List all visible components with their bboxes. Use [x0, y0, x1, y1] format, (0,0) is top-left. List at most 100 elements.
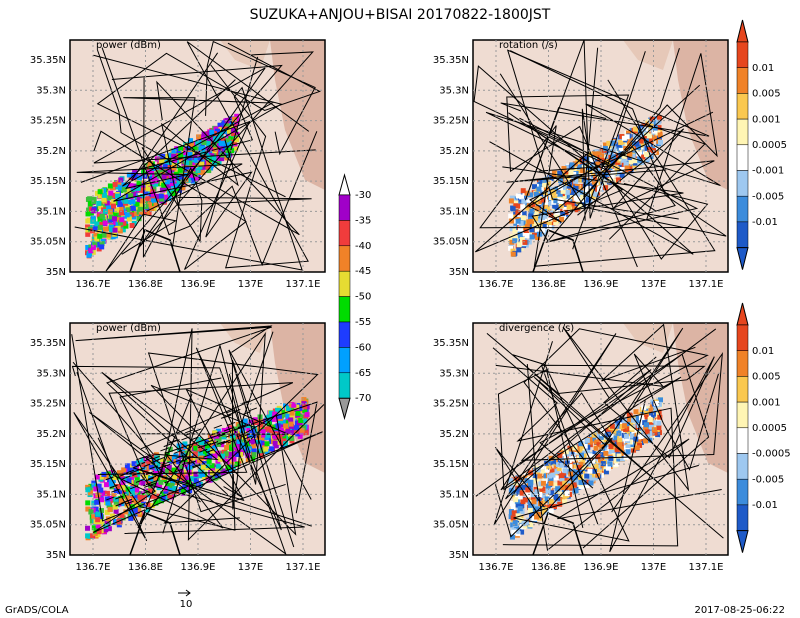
echo-cell	[552, 170, 558, 176]
echo-cell	[592, 151, 598, 157]
echo-cell	[219, 442, 225, 448]
echo-cell	[607, 461, 613, 467]
echo-cell	[565, 164, 571, 170]
colorbar-cell	[736, 93, 749, 120]
echo-cell	[297, 405, 303, 411]
echo-cell	[536, 210, 542, 216]
colorbar-label: -65	[355, 368, 371, 379]
coastline	[129, 229, 181, 272]
echo-cell	[180, 185, 186, 191]
echo-cell	[581, 453, 587, 459]
colorbar-label: -0.01	[752, 217, 778, 228]
echo-cell	[119, 498, 125, 504]
echo-cell	[118, 206, 124, 212]
echo-cell	[614, 153, 620, 159]
echo-cell	[548, 480, 554, 486]
colorbar-label: -45	[355, 266, 371, 277]
echo-cell	[526, 219, 532, 225]
echo-cell	[91, 500, 97, 506]
echo-cell	[548, 477, 554, 483]
boundary-line	[76, 371, 318, 529]
echo-cell	[613, 458, 619, 464]
echo-cell	[522, 487, 528, 493]
echo-cell	[85, 211, 91, 217]
echo-cell	[92, 242, 98, 248]
echo-cell	[268, 410, 274, 416]
echo-cell	[605, 427, 611, 433]
wind-vector	[136, 467, 146, 472]
echo-cell	[631, 158, 637, 164]
echo-cell	[643, 414, 649, 420]
echo-cell	[126, 199, 132, 205]
echo-cell	[240, 442, 246, 448]
echo-cell	[558, 456, 564, 462]
echo-cell	[120, 485, 126, 491]
echo-cell	[608, 154, 614, 160]
wind-vector	[172, 459, 181, 464]
echo-cell	[564, 189, 570, 195]
echo-cell	[170, 479, 176, 485]
echo-cell	[521, 484, 527, 490]
echo-cell	[516, 515, 522, 521]
echo-cell	[652, 406, 658, 412]
echo-cell	[587, 474, 593, 480]
echo-cell	[534, 506, 540, 512]
echo-cell	[192, 155, 198, 161]
echo-cell	[193, 157, 199, 163]
lat-label: 35.3N	[439, 85, 469, 96]
echo-cell	[93, 506, 99, 512]
echo-cell	[95, 511, 101, 517]
echo-cell	[112, 475, 118, 481]
echo-cell	[191, 442, 197, 448]
echo-cell	[605, 435, 611, 441]
colorbar-triangle	[338, 397, 351, 421]
echo-cell	[115, 180, 121, 186]
lon-label: 136.8E	[531, 279, 566, 290]
echo-cell	[559, 473, 565, 479]
echo-cell	[91, 199, 97, 205]
echo-cell	[559, 462, 565, 468]
echo-cell	[130, 205, 136, 211]
echo-cell	[101, 232, 107, 238]
boundary-line	[494, 437, 613, 538]
colorbar-cell	[736, 376, 749, 403]
echo-cell	[112, 220, 118, 226]
echo-cell	[301, 401, 307, 407]
boundary-line	[75, 325, 273, 496]
echo-cell	[221, 427, 227, 433]
echo-cell	[145, 186, 151, 192]
echo-cell	[199, 471, 205, 477]
echo-cell	[563, 203, 569, 209]
echo-cell	[546, 464, 552, 470]
map-panel: 35.35N 35.3N 35.25N 35.2N 35.15N 35.1N 35.05N 3…	[433, 322, 729, 573]
echo-cell	[231, 456, 237, 462]
echo-cell	[654, 149, 660, 155]
echo-cell	[519, 509, 525, 515]
echo-cell	[516, 247, 522, 253]
echo-cell	[529, 227, 535, 233]
echo-cell	[248, 419, 254, 425]
echo-cell	[521, 198, 527, 204]
echo-cell	[579, 443, 585, 449]
echo-cell	[520, 204, 526, 210]
wind-vector	[204, 439, 213, 444]
echo-cell	[620, 456, 626, 462]
echo-cell	[130, 199, 136, 205]
echo-cell	[108, 227, 114, 233]
echo-cell	[515, 476, 521, 482]
echo-cell	[164, 495, 170, 501]
echo-cell	[547, 216, 553, 222]
lon-label: 136.7E	[76, 279, 111, 290]
echo-cell	[551, 459, 557, 465]
echo-cell	[517, 523, 523, 529]
echo-cell	[280, 422, 286, 428]
echo-cell	[108, 217, 114, 223]
boundary-line	[533, 327, 724, 539]
echo-cell	[619, 172, 625, 178]
colorbar-label: 0.0005	[752, 423, 787, 434]
echo-cell	[257, 448, 263, 454]
echo-cell	[199, 440, 205, 446]
echo-cell	[191, 457, 197, 463]
echo-cell	[96, 227, 102, 233]
echo-cell	[564, 491, 570, 497]
